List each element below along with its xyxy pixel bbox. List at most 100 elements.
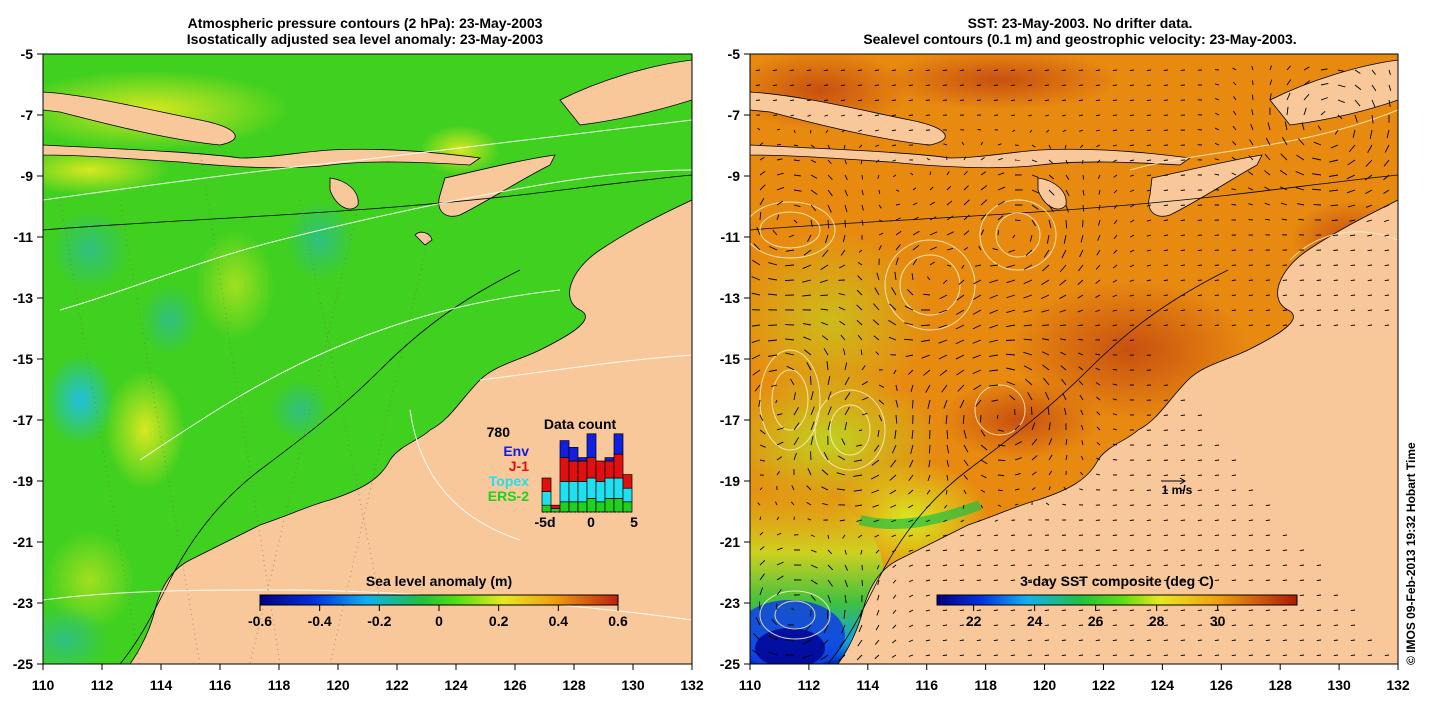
velocity-vector (1112, 609, 1118, 611)
velocity-vector (963, 199, 970, 206)
velocity-vector (891, 99, 897, 101)
velocity-vector (840, 69, 846, 71)
velocity-vector (961, 264, 965, 269)
velocity-vector (874, 654, 880, 660)
velocity-vector (1095, 609, 1101, 611)
left-y-tick-label: -19 (13, 473, 33, 489)
velocity-vector (959, 654, 965, 656)
right-x-tick-label: 122 (1092, 677, 1116, 693)
velocity-vector (997, 459, 1006, 462)
velocity-vector (1316, 294, 1322, 296)
velocity-vector (1316, 654, 1322, 656)
velocity-vector (891, 69, 897, 71)
velocity-vector (844, 159, 847, 165)
velocity-vector (1214, 309, 1220, 311)
histogram-bar-j1 (604, 460, 615, 479)
velocity-vector (1384, 279, 1390, 281)
velocity-vector (1180, 399, 1186, 401)
velocity-vector (912, 202, 918, 206)
sla-low-anomaly (45, 355, 115, 445)
left-x-tick-label: 122 (385, 677, 409, 693)
velocity-vector (1129, 159, 1135, 162)
right-x-tick-label: 132 (1386, 677, 1410, 693)
velocity-vector (1044, 69, 1050, 71)
velocity-vector (994, 534, 999, 537)
left-y-tick-label: -5 (21, 46, 34, 62)
velocity-vector (856, 654, 863, 661)
velocity-vector (1248, 654, 1254, 656)
velocity-vector (1233, 110, 1237, 116)
velocity-vector (1045, 502, 1050, 506)
velocity-vector (844, 174, 848, 181)
velocity-vector (1081, 455, 1084, 461)
velocity-vector (1129, 279, 1135, 282)
right-y-tick-label: -15 (720, 351, 740, 367)
velocity-vector (1231, 294, 1237, 296)
velocity-vector (955, 354, 965, 360)
velocity-vector (877, 429, 880, 438)
velocity-vector (1023, 264, 1033, 270)
velocity-vector (891, 444, 897, 454)
velocity-vector (1388, 84, 1392, 91)
velocity-vector (1248, 324, 1254, 326)
velocity-vector (943, 143, 948, 146)
velocity-vector (942, 279, 948, 285)
velocity-vector (827, 204, 832, 213)
velocity-vector (844, 549, 847, 555)
left-axes: -5 -7 -9 -11 -13 -15 -17 -19 -21 -23 -25 110 112 114 1… (13, 46, 704, 693)
left-y-tick-label: -21 (13, 534, 33, 550)
velocity-vector (793, 407, 799, 416)
velocity-vector (929, 186, 934, 191)
velocity-vector (890, 504, 897, 509)
sst-colorbar-tick-label: 22 (966, 613, 982, 629)
velocity-vector (923, 369, 931, 376)
velocity-vector (810, 189, 818, 195)
velocity-vector (1031, 219, 1036, 227)
velocity-vector (838, 306, 846, 311)
velocity-vector (1333, 654, 1339, 656)
velocity-vector (1367, 279, 1373, 281)
velocity-vector (1014, 472, 1021, 476)
velocity-vector (1352, 129, 1356, 138)
velocity-vector (980, 156, 985, 161)
velocity-vector (1329, 159, 1339, 163)
velocity-vector (839, 320, 846, 326)
velocity-vector (976, 579, 982, 581)
velocity-vector (802, 279, 812, 283)
velocity-vector (839, 639, 846, 648)
velocity-vector (1095, 367, 1101, 371)
velocity-vector (759, 459, 766, 462)
histogram-bar-ers2 (541, 504, 552, 513)
sla-colorbar: Sea level anomaly (m) -0.6 -0.4 -0.2 0 0.2 0.… (248, 573, 628, 629)
velocity-vector (759, 487, 763, 491)
velocity-vector (1048, 204, 1054, 213)
velocity-vector (1146, 234, 1152, 237)
histogram-bar-ers2 (577, 501, 588, 513)
velocity-vector (1286, 106, 1289, 116)
velocity-vector (1384, 264, 1390, 267)
velocity-vector (810, 144, 815, 148)
velocity-vector (1061, 609, 1067, 611)
velocity-vector (908, 624, 914, 628)
velocity-vector (1023, 338, 1033, 341)
velocity-vector (858, 129, 863, 132)
sst-warm-patch (880, 54, 1120, 110)
velocity-vector (908, 504, 914, 509)
velocity-vector (997, 158, 1003, 161)
velocity-vector (1031, 487, 1036, 491)
velocity-vector (1232, 141, 1237, 146)
velocity-vector (790, 114, 795, 117)
velocity-vector (1096, 396, 1101, 401)
velocity-vector (771, 619, 778, 626)
velocity-vector (1214, 639, 1220, 641)
left-y-tick-label: -11 (14, 229, 34, 245)
velocity-vector (1096, 457, 1101, 461)
velocity-vector (908, 114, 914, 116)
velocity-vector (1369, 129, 1373, 139)
velocity-vector (1248, 171, 1254, 176)
legend-entry-env: Env (503, 443, 529, 459)
velocity-vector (878, 414, 883, 422)
velocity-vector (892, 624, 897, 629)
velocity-vector (1163, 459, 1169, 461)
velocity-vector (921, 339, 931, 343)
